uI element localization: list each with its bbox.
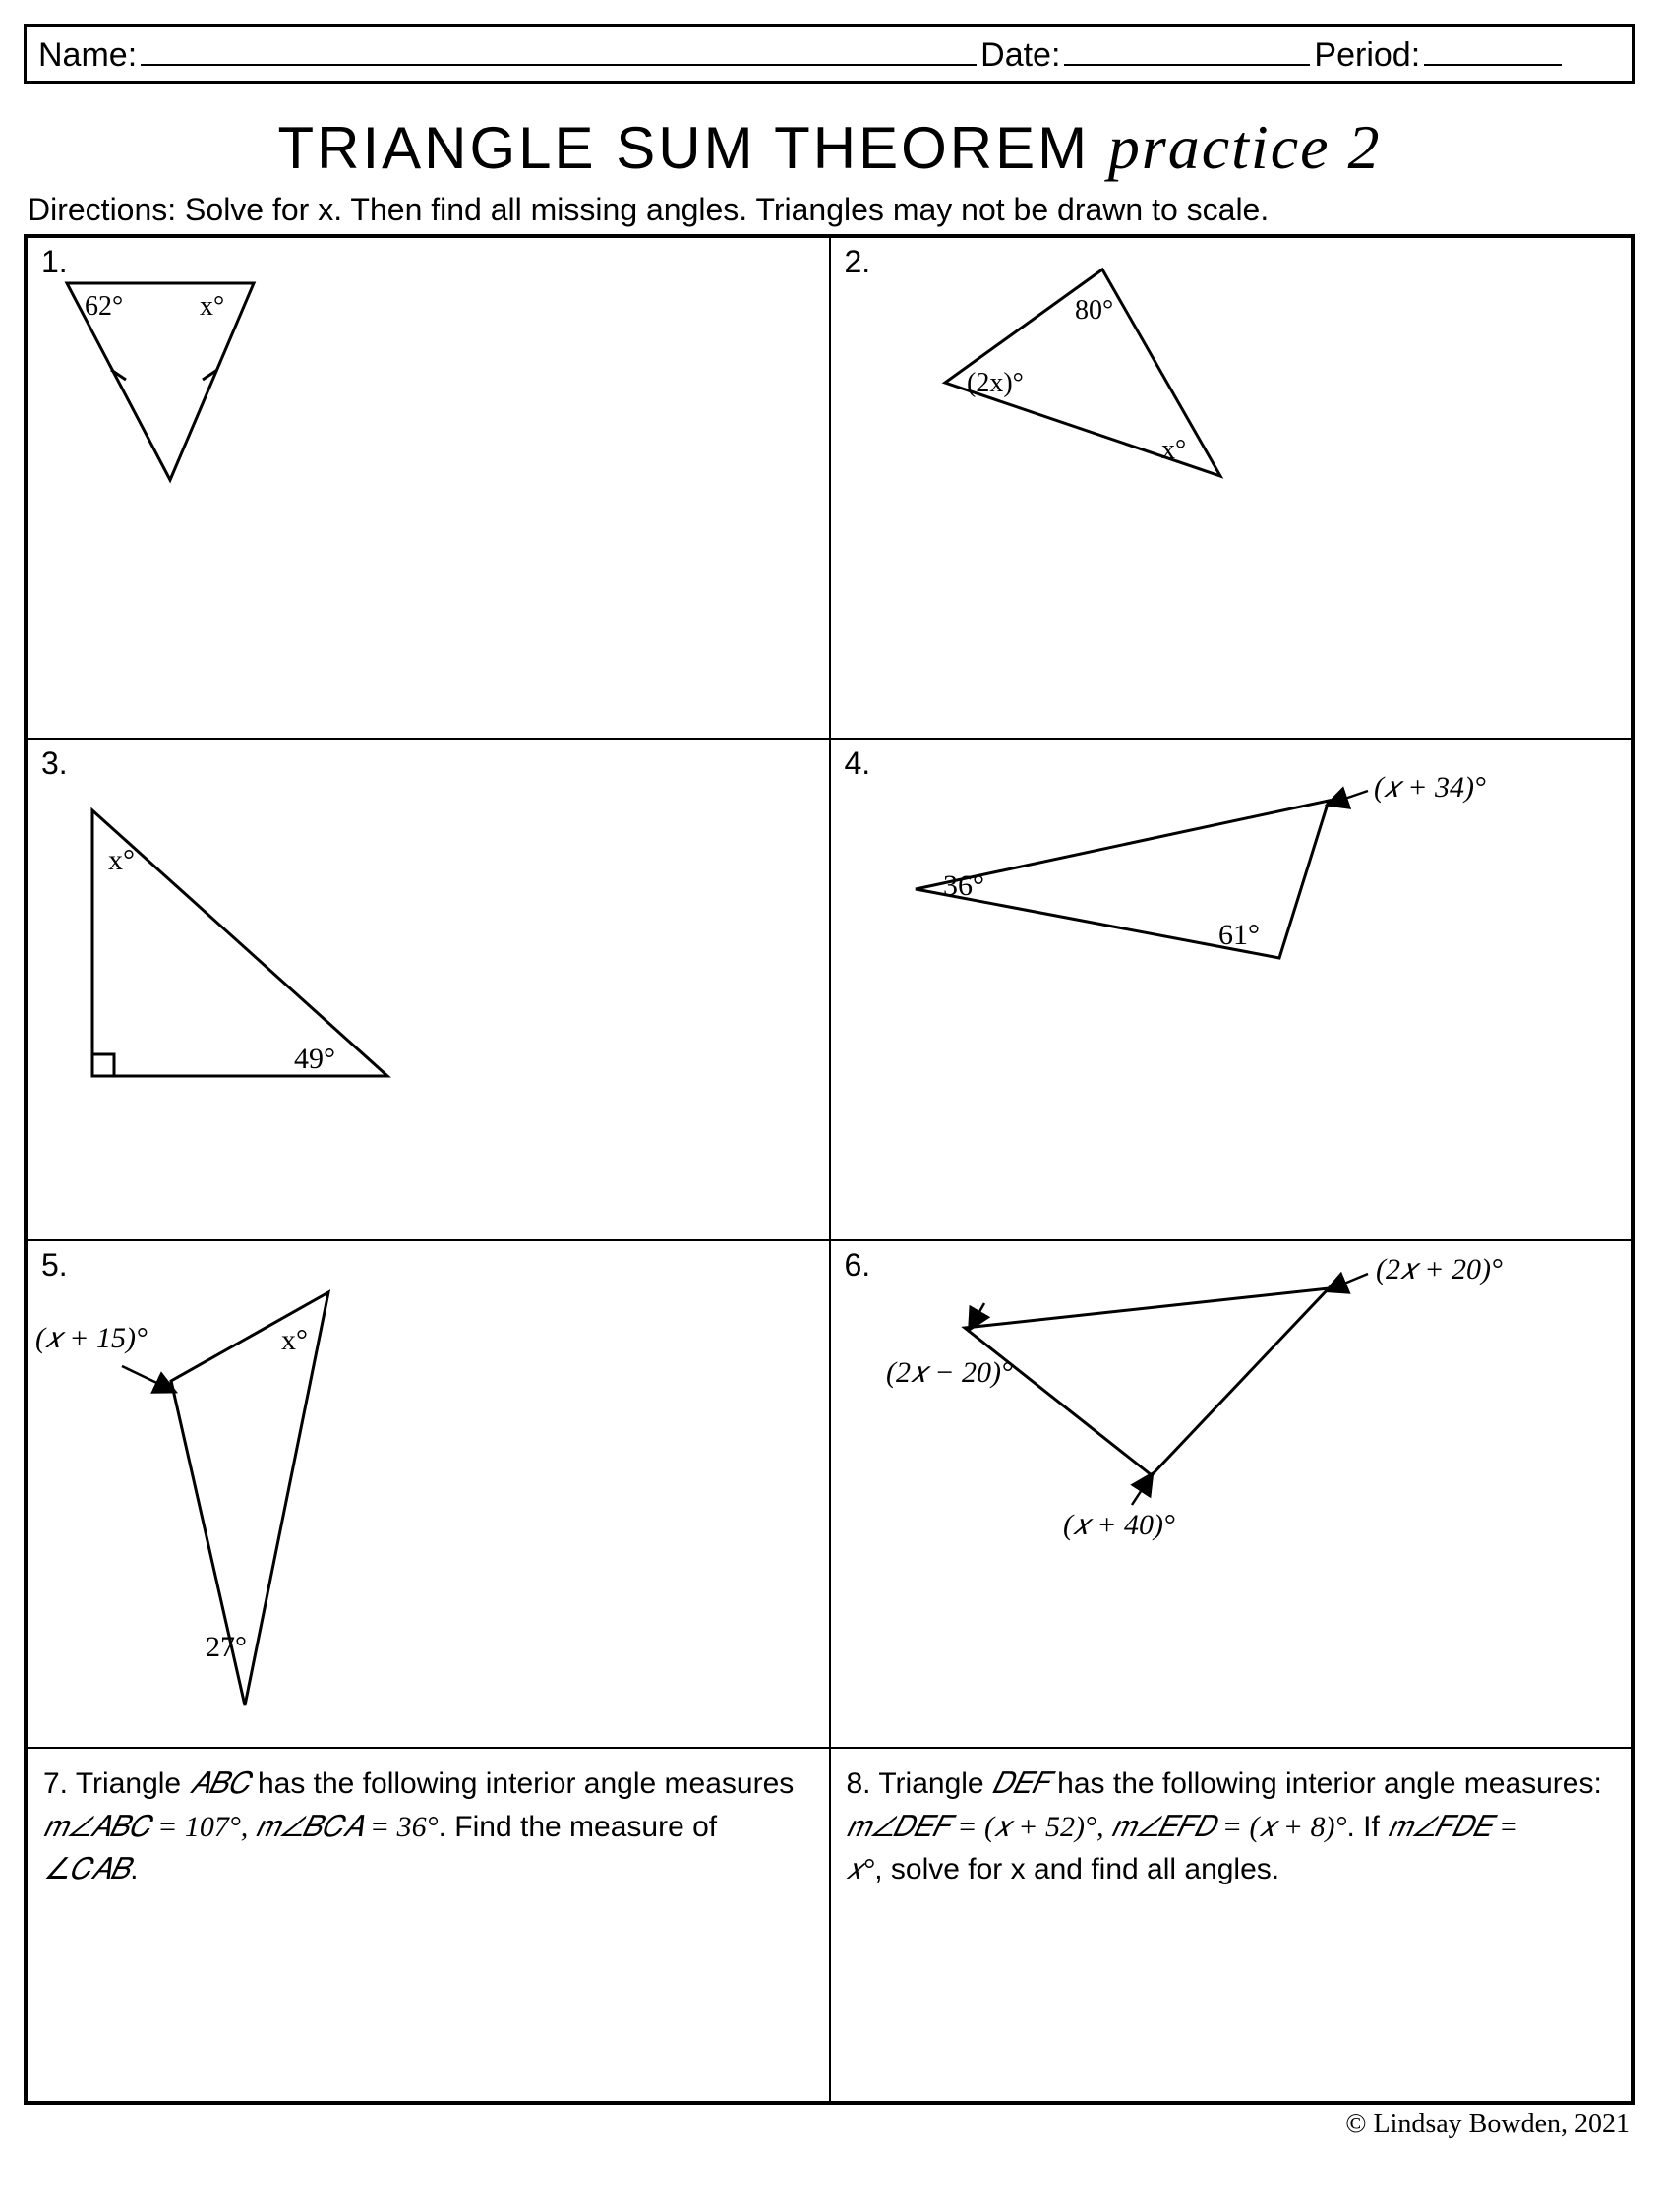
problem-cell-8: 8. Triangle 𝐷𝐸𝐹 has the following interi… xyxy=(830,1748,1633,2102)
period-blank[interactable] xyxy=(1424,32,1562,66)
angle-label: (2𝑥 − 20)° xyxy=(886,1356,1013,1389)
title-sub: practice 2 xyxy=(1108,112,1382,182)
angle-label: x° xyxy=(1161,435,1186,465)
problem-number: 3. xyxy=(41,746,68,782)
problem-cell-1: 1. 62° x° xyxy=(27,237,830,739)
angle-label: x° xyxy=(108,844,135,876)
problem-number: 6. xyxy=(845,1247,871,1284)
problem-text: 7. Triangle 𝐴𝐵𝐶 has the following interi… xyxy=(43,1763,813,1891)
problem-cell-3: 3. x° 49° xyxy=(27,739,830,1240)
date-blank[interactable] xyxy=(1064,32,1310,66)
worksheet-title: TRIANGLE SUM THEOREM practice 2 xyxy=(24,111,1635,184)
problem-number: 4. xyxy=(845,746,871,782)
triangle-5: x° 27° (𝑥 + 15)° xyxy=(33,1263,446,1735)
period-label: Period: xyxy=(1314,36,1420,75)
angle-label: (2𝑥 + 20)° xyxy=(1376,1253,1503,1285)
triangle-2: 80° (2x)° x° xyxy=(906,250,1319,525)
triangle-4: 36° 61° (𝑥 + 34)° xyxy=(876,761,1515,1017)
problem-number: 5. xyxy=(41,1247,68,1284)
angle-label: x° xyxy=(281,1324,308,1356)
problem-text: 8. Triangle 𝐷𝐸𝐹 has the following interi… xyxy=(847,1763,1617,1891)
triangle-3: x° 49° xyxy=(53,781,446,1115)
problem-number: 1. xyxy=(41,244,68,280)
name-blank[interactable] xyxy=(141,32,977,66)
angle-label: (2x)° xyxy=(967,368,1024,398)
title-main: TRIANGLE SUM THEOREM xyxy=(277,115,1090,181)
worksheet-header: Name: Date: Period: xyxy=(24,24,1635,84)
problem-cell-6: 6. (2𝑥 + 20)° (2𝑥 − 20)° (𝑥 + 40)° xyxy=(830,1240,1633,1748)
problem-cell-4: 4. 36° 61° (𝑥 + 34)° xyxy=(830,739,1633,1240)
angle-label: 36° xyxy=(943,869,984,902)
copyright-text: © Lindsay Bowden, 2021 xyxy=(24,2109,1629,2140)
angle-label: 80° xyxy=(1075,295,1113,326)
directions-text: Directions: Solve for x. Then find all m… xyxy=(28,192,1631,228)
qnum-inline: 8. xyxy=(847,1767,871,1800)
qnum-inline: 7. xyxy=(43,1767,68,1800)
problem-cell-5: 5. x° 27° (𝑥 + 15)° xyxy=(27,1240,830,1748)
problem-grid: 1. 62° x° 2. 80° (2x)° x° 3. x° 49° xyxy=(24,234,1635,2105)
angle-label: 49° xyxy=(294,1043,335,1075)
date-label: Date: xyxy=(980,36,1060,75)
problem-cell-7: 7. Triangle 𝐴𝐵𝐶 has the following interi… xyxy=(27,1748,830,2102)
angle-label: 27° xyxy=(206,1631,247,1663)
angle-label: x° xyxy=(200,291,224,322)
angle-label: (𝑥 + 15)° xyxy=(35,1322,148,1354)
angle-label: (𝑥 + 40)° xyxy=(1063,1509,1175,1541)
problem-number: 2. xyxy=(845,244,871,280)
angle-label: (𝑥 + 34)° xyxy=(1374,771,1486,804)
angle-label: 62° xyxy=(85,291,123,322)
triangle-6: (2𝑥 + 20)° (2𝑥 − 20)° (𝑥 + 40)° xyxy=(857,1249,1545,1574)
angle-label: 61° xyxy=(1218,919,1260,951)
triangle-1: 62° x° xyxy=(47,254,342,509)
name-label: Name: xyxy=(38,36,137,75)
problem-cell-2: 2. 80° (2x)° x° xyxy=(830,237,1633,739)
